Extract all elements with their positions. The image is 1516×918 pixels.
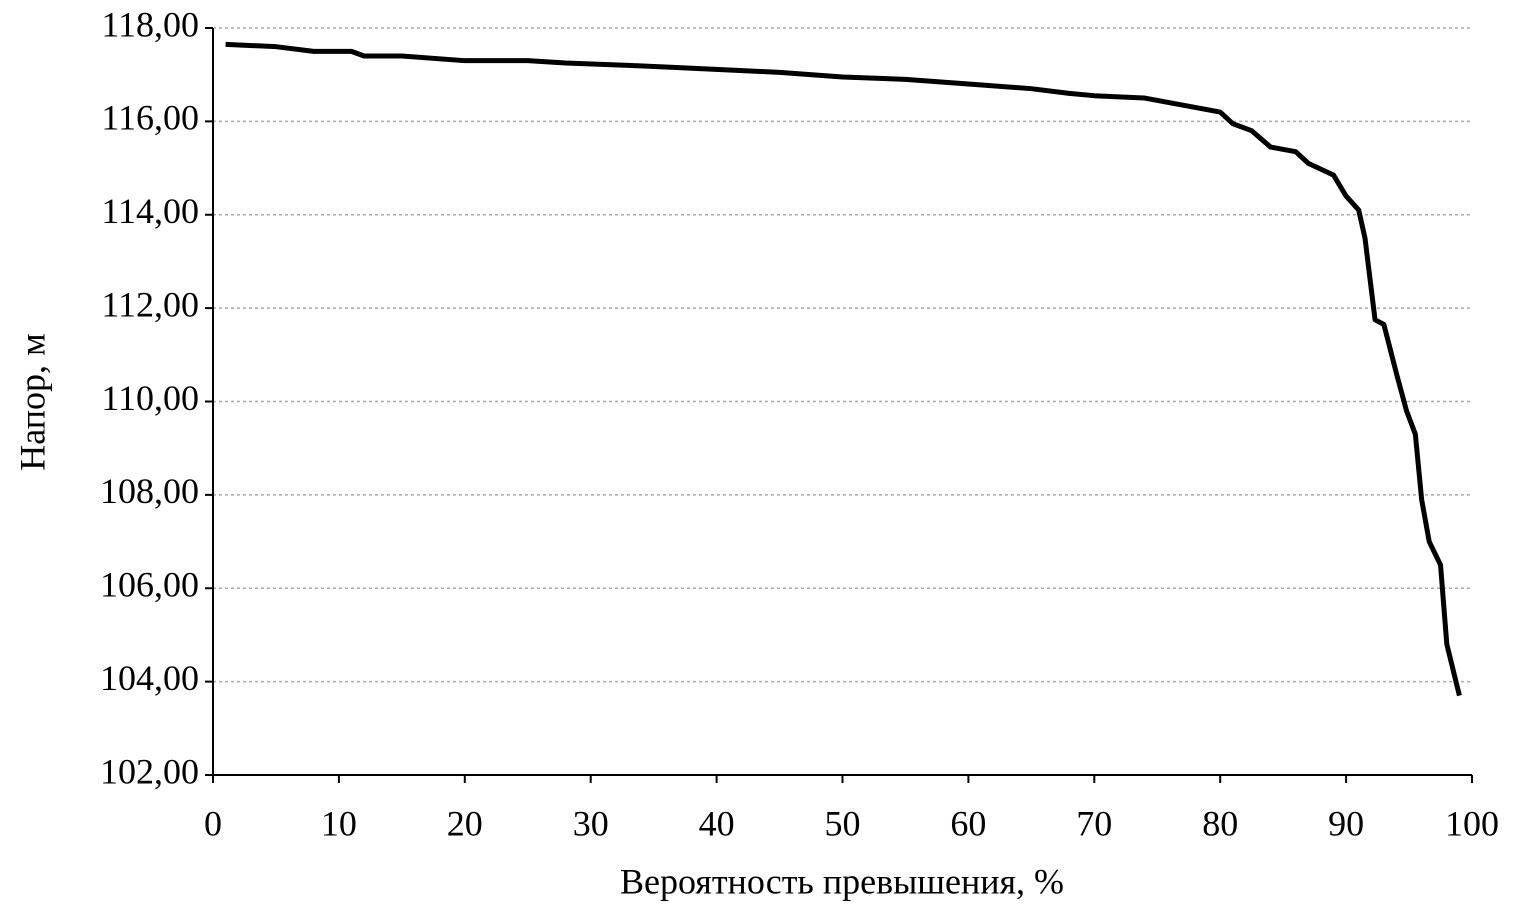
- x-tick-label: 80: [1202, 803, 1238, 843]
- x-tick-label: 10: [321, 803, 357, 843]
- y-tick-label: 102,00: [100, 751, 199, 791]
- x-tick-label: 70: [1076, 803, 1112, 843]
- y-tick-label: 110,00: [101, 378, 199, 418]
- y-tick-label: 104,00: [100, 658, 199, 698]
- y-tick-label: 112,00: [101, 284, 199, 324]
- x-tick-label: 40: [699, 803, 735, 843]
- data-line: [225, 41, 1462, 697]
- y-tick-label: 116,00: [101, 98, 199, 138]
- x-axis-title: Вероятность превышения, %: [620, 861, 1064, 901]
- x-tick-label: 20: [447, 803, 483, 843]
- y-axis-title: Напор, м: [12, 333, 52, 471]
- x-tick-label: 30: [573, 803, 609, 843]
- x-tick-label: 100: [1445, 803, 1499, 843]
- x-tick-label: 90: [1328, 803, 1364, 843]
- y-tick-label: 108,00: [100, 471, 199, 511]
- y-tick-label: 106,00: [100, 565, 199, 605]
- y-tick-label: 114,00: [101, 191, 199, 231]
- x-tick-label: 60: [950, 803, 986, 843]
- x-tick-label: 0: [204, 803, 222, 843]
- y-tick-label: 118,00: [101, 4, 199, 44]
- x-tick-label: 50: [825, 803, 861, 843]
